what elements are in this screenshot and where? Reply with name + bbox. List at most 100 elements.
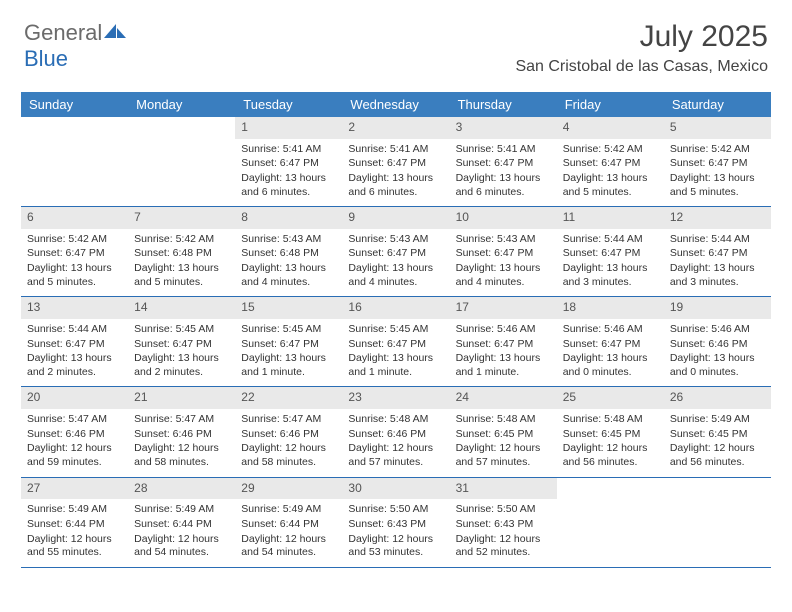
day-number: 20 — [21, 387, 128, 409]
day-number: 18 — [557, 297, 664, 319]
day-header-saturday: Saturday — [664, 92, 771, 117]
daylight-line: Daylight: 13 hours and 0 minutes. — [670, 352, 765, 379]
daylight-line: Daylight: 12 hours and 55 minutes. — [27, 533, 122, 560]
day-info: Sunrise: 5:41 AMSunset: 6:47 PMDaylight:… — [450, 139, 557, 207]
sunset-line: Sunset: 6:47 PM — [27, 338, 122, 352]
day-number: 24 — [450, 387, 557, 409]
sunset-line: Sunset: 6:47 PM — [670, 157, 765, 171]
day-number: 27 — [21, 478, 128, 500]
logo-sail-icon — [104, 20, 126, 46]
daylight-line: Daylight: 13 hours and 4 minutes. — [241, 262, 336, 289]
day-number: 10 — [450, 207, 557, 229]
sunrise-line: Sunrise: 5:45 AM — [348, 323, 443, 337]
day-number — [21, 117, 128, 139]
sunset-line: Sunset: 6:47 PM — [456, 247, 551, 261]
week-row: 20Sunrise: 5:47 AMSunset: 6:46 PMDayligh… — [21, 387, 771, 477]
sunset-line: Sunset: 6:47 PM — [27, 247, 122, 261]
day-info: Sunrise: 5:44 AMSunset: 6:47 PMDaylight:… — [557, 229, 664, 297]
page-header: General Blue July 2025 San Cristobal de … — [0, 0, 792, 84]
sunrise-line: Sunrise: 5:49 AM — [241, 503, 336, 517]
day-info: Sunrise: 5:41 AMSunset: 6:47 PMDaylight:… — [235, 139, 342, 207]
day-header-sunday: Sunday — [21, 92, 128, 117]
sunrise-line: Sunrise: 5:47 AM — [27, 413, 122, 427]
logo: General Blue — [24, 20, 126, 72]
day-number: 22 — [235, 387, 342, 409]
day-info: Sunrise: 5:50 AMSunset: 6:43 PMDaylight:… — [450, 499, 557, 567]
sunset-line: Sunset: 6:44 PM — [134, 518, 229, 532]
day-number: 25 — [557, 387, 664, 409]
day-info: Sunrise: 5:43 AMSunset: 6:47 PMDaylight:… — [450, 229, 557, 297]
day-number: 29 — [235, 478, 342, 500]
day-info: Sunrise: 5:49 AMSunset: 6:44 PMDaylight:… — [235, 499, 342, 567]
location-subtitle: San Cristobal de las Casas, Mexico — [515, 58, 768, 76]
day-info: Sunrise: 5:45 AMSunset: 6:47 PMDaylight:… — [128, 319, 235, 387]
day-info: Sunrise: 5:47 AMSunset: 6:46 PMDaylight:… — [235, 409, 342, 477]
sunrise-line: Sunrise: 5:44 AM — [563, 233, 658, 247]
day-info: Sunrise: 5:49 AMSunset: 6:45 PMDaylight:… — [664, 409, 771, 477]
day-cell: 30Sunrise: 5:50 AMSunset: 6:43 PMDayligh… — [342, 478, 449, 567]
day-number: 17 — [450, 297, 557, 319]
day-cell: 13Sunrise: 5:44 AMSunset: 6:47 PMDayligh… — [21, 297, 128, 386]
sunset-line: Sunset: 6:48 PM — [134, 247, 229, 261]
day-number: 4 — [557, 117, 664, 139]
day-cell-empty — [664, 478, 771, 567]
daylight-line: Daylight: 13 hours and 0 minutes. — [563, 352, 658, 379]
sunrise-line: Sunrise: 5:47 AM — [134, 413, 229, 427]
sunset-line: Sunset: 6:46 PM — [27, 428, 122, 442]
day-info: Sunrise: 5:48 AMSunset: 6:45 PMDaylight:… — [557, 409, 664, 477]
sunset-line: Sunset: 6:47 PM — [241, 157, 336, 171]
sunrise-line: Sunrise: 5:42 AM — [27, 233, 122, 247]
day-info: Sunrise: 5:43 AMSunset: 6:48 PMDaylight:… — [235, 229, 342, 297]
sunrise-line: Sunrise: 5:50 AM — [348, 503, 443, 517]
day-number: 30 — [342, 478, 449, 500]
daylight-line: Daylight: 12 hours and 54 minutes. — [241, 533, 336, 560]
sunset-line: Sunset: 6:44 PM — [27, 518, 122, 532]
daylight-line: Daylight: 12 hours and 56 minutes. — [670, 442, 765, 469]
day-number: 23 — [342, 387, 449, 409]
day-header-thursday: Thursday — [450, 92, 557, 117]
sunrise-line: Sunrise: 5:45 AM — [134, 323, 229, 337]
daylight-line: Daylight: 12 hours and 53 minutes. — [348, 533, 443, 560]
daylight-line: Daylight: 13 hours and 5 minutes. — [134, 262, 229, 289]
day-cell: 21Sunrise: 5:47 AMSunset: 6:46 PMDayligh… — [128, 387, 235, 476]
day-cell: 2Sunrise: 5:41 AMSunset: 6:47 PMDaylight… — [342, 117, 449, 206]
sunrise-line: Sunrise: 5:46 AM — [670, 323, 765, 337]
day-info: Sunrise: 5:45 AMSunset: 6:47 PMDaylight:… — [235, 319, 342, 387]
sunset-line: Sunset: 6:47 PM — [134, 338, 229, 352]
day-cell: 10Sunrise: 5:43 AMSunset: 6:47 PMDayligh… — [450, 207, 557, 296]
day-number: 5 — [664, 117, 771, 139]
day-number: 31 — [450, 478, 557, 500]
sunset-line: Sunset: 6:48 PM — [241, 247, 336, 261]
day-number: 2 — [342, 117, 449, 139]
daylight-line: Daylight: 13 hours and 5 minutes. — [27, 262, 122, 289]
sunrise-line: Sunrise: 5:48 AM — [456, 413, 551, 427]
week-row: 13Sunrise: 5:44 AMSunset: 6:47 PMDayligh… — [21, 297, 771, 387]
day-header-wednesday: Wednesday — [342, 92, 449, 117]
sunrise-line: Sunrise: 5:41 AM — [241, 143, 336, 157]
day-cell: 15Sunrise: 5:45 AMSunset: 6:47 PMDayligh… — [235, 297, 342, 386]
daylight-line: Daylight: 13 hours and 3 minutes. — [670, 262, 765, 289]
day-header-tuesday: Tuesday — [235, 92, 342, 117]
day-number — [664, 478, 771, 500]
daylight-line: Daylight: 12 hours and 52 minutes. — [456, 533, 551, 560]
sunset-line: Sunset: 6:45 PM — [456, 428, 551, 442]
sunset-line: Sunset: 6:46 PM — [670, 338, 765, 352]
day-cell: 7Sunrise: 5:42 AMSunset: 6:48 PMDaylight… — [128, 207, 235, 296]
sunrise-line: Sunrise: 5:44 AM — [670, 233, 765, 247]
daylight-line: Daylight: 12 hours and 59 minutes. — [27, 442, 122, 469]
daylight-line: Daylight: 13 hours and 3 minutes. — [563, 262, 658, 289]
day-cell: 6Sunrise: 5:42 AMSunset: 6:47 PMDaylight… — [21, 207, 128, 296]
day-info: Sunrise: 5:42 AMSunset: 6:47 PMDaylight:… — [664, 139, 771, 207]
sunrise-line: Sunrise: 5:41 AM — [456, 143, 551, 157]
day-info: Sunrise: 5:50 AMSunset: 6:43 PMDaylight:… — [342, 499, 449, 567]
day-header-row: SundayMondayTuesdayWednesdayThursdayFrid… — [21, 92, 771, 117]
day-number: 3 — [450, 117, 557, 139]
daylight-line: Daylight: 13 hours and 4 minutes. — [456, 262, 551, 289]
day-number: 19 — [664, 297, 771, 319]
day-info: Sunrise: 5:48 AMSunset: 6:46 PMDaylight:… — [342, 409, 449, 477]
day-info: Sunrise: 5:47 AMSunset: 6:46 PMDaylight:… — [128, 409, 235, 477]
sunset-line: Sunset: 6:47 PM — [563, 247, 658, 261]
sunrise-line: Sunrise: 5:50 AM — [456, 503, 551, 517]
sunrise-line: Sunrise: 5:48 AM — [563, 413, 658, 427]
day-cell-empty — [21, 117, 128, 206]
